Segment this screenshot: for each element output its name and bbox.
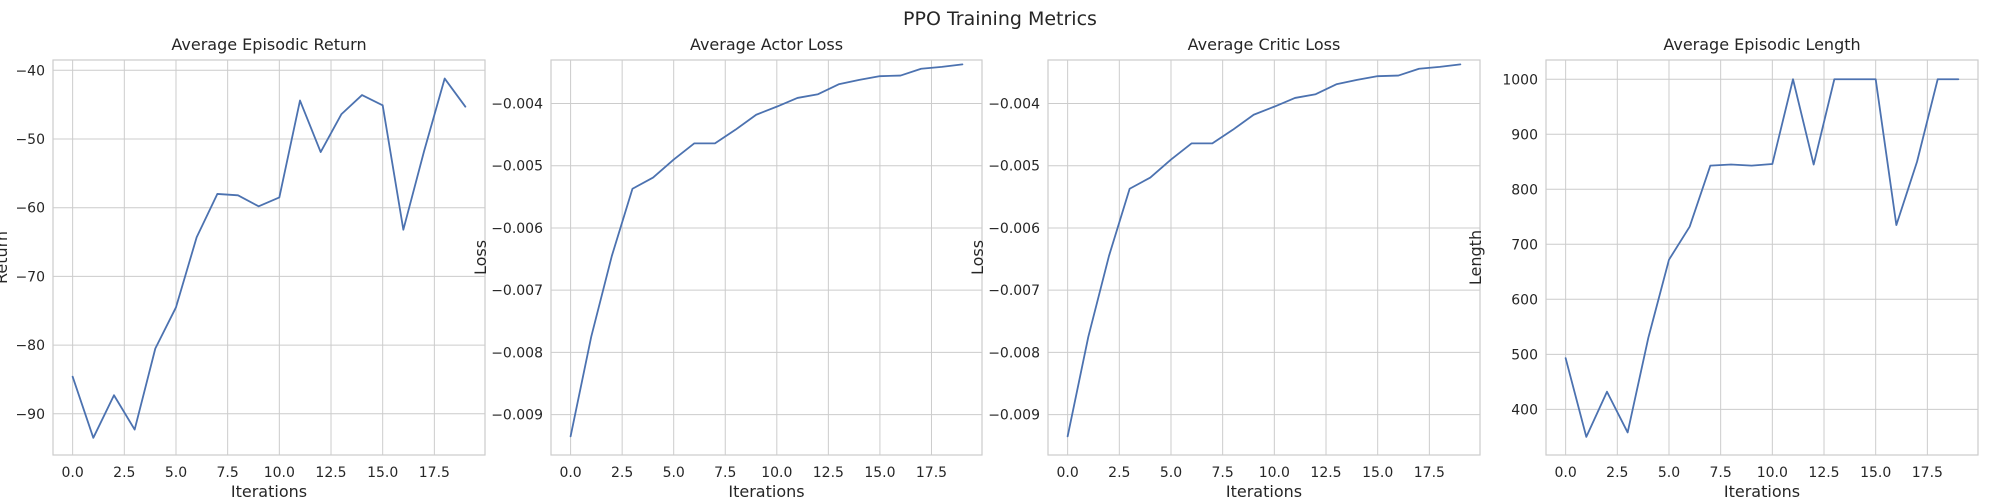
y-tick-label: 1000 [1502, 72, 1538, 88]
x-tick-label: 10.0 [761, 465, 792, 481]
y-tick-label: −0.006 [988, 221, 1040, 237]
series-line-actor-loss [569, 63, 964, 438]
y-axis-label: Loss [471, 240, 490, 275]
series-line-length [1564, 78, 1960, 438]
plot-frame [1047, 59, 1481, 456]
x-axis-label: Iterations [1226, 482, 1302, 500]
y-tick-label: −70 [15, 269, 45, 285]
x-tick-label: 12.5 [813, 465, 844, 481]
x-tick-label: 17.5 [419, 465, 450, 481]
plot-frame [52, 59, 486, 456]
x-tick-label: 2.5 [1606, 465, 1628, 481]
y-axis-label: Loss [968, 240, 987, 275]
y-tick-label: −0.008 [988, 345, 1040, 361]
y-tick-label: −0.007 [988, 283, 1040, 299]
x-tick-label: 0.0 [62, 465, 84, 481]
x-tick-label: 17.5 [1912, 465, 1943, 481]
panel-title: Average Critic Loss [1188, 35, 1341, 54]
plot-frame [1545, 59, 1979, 456]
series-line-critic-loss [1066, 63, 1462, 438]
x-tick-label: 7.5 [714, 465, 736, 481]
chart-panel-critic-loss: 0.0 2.5 5.0 7.5 10.0 12.5 15.0 17.5 −0.009 −0.008… [968, 35, 1481, 500]
y-tick-label: −50 [15, 132, 45, 148]
x-tick-label: 17.5 [1414, 465, 1445, 481]
y-tick-label: 900 [1511, 127, 1538, 143]
x-tick-label: 2.5 [611, 465, 633, 481]
chart-panel-actor-loss: 0.0 2.5 5.0 7.5 10.0 12.5 15.0 17.5 −0.009 −0.008… [471, 35, 983, 500]
x-tick-label: 15.0 [864, 465, 895, 481]
y-tick-label: −0.009 [988, 408, 1040, 424]
y-tick-label: −0.009 [491, 408, 543, 424]
y-tick-label: −0.004 [988, 97, 1040, 113]
y-tick-label: −40 [15, 63, 45, 79]
x-tick-label: 7.5 [1212, 465, 1234, 481]
x-tick-label: 12.5 [1310, 465, 1341, 481]
panel-title: Average Episodic Return [171, 35, 366, 54]
y-tick-label: −90 [15, 407, 45, 423]
x-tick-label: 12.5 [1808, 465, 1839, 481]
x-tick-label: 5.0 [663, 465, 685, 481]
chart-panel-return: 0.0 2.5 5.0 7.5 10.0 12.5 15.0 17.5 −90 −80 −70 −60… [0, 35, 486, 500]
panel-title: Average Episodic Length [1663, 35, 1860, 54]
x-tick-label: 7.5 [217, 465, 239, 481]
y-tick-label: −0.004 [491, 97, 543, 113]
y-tick-label: −0.007 [491, 283, 543, 299]
x-tick-label: 15.0 [1362, 465, 1393, 481]
y-tick-label: −0.008 [491, 345, 543, 361]
chart-panel-length: 0.0 2.5 5.0 7.5 10.0 12.5 15.0 17.5 400 500 600 700… [1466, 35, 1979, 500]
x-axis-label: Iterations [1724, 482, 1800, 500]
y-tick-label: 800 [1511, 182, 1538, 198]
x-tick-label: 2.5 [113, 465, 135, 481]
y-tick-label: 600 [1511, 292, 1538, 308]
panel-title: Average Actor Loss [690, 35, 843, 54]
x-tick-label: 5.0 [1160, 465, 1182, 481]
x-axis-label: Iterations [231, 482, 307, 500]
y-tick-label: 400 [1511, 402, 1538, 418]
x-tick-label: 0.0 [1555, 465, 1577, 481]
x-tick-label: 5.0 [165, 465, 187, 481]
y-tick-label: −0.006 [491, 221, 543, 237]
series-line-return [71, 77, 467, 439]
figure-title: PPO Training Metrics [903, 8, 1097, 30]
plot-frame [550, 59, 983, 456]
x-tick-label: 0.0 [559, 465, 581, 481]
x-axis-label: Iterations [728, 482, 804, 500]
x-tick-label: 12.5 [315, 465, 346, 481]
y-tick-label: −80 [15, 338, 45, 354]
y-axis-label: Return [0, 231, 11, 284]
y-tick-label: 500 [1511, 347, 1538, 363]
x-tick-label: 2.5 [1108, 465, 1130, 481]
chart-panels: 0.0 2.5 5.0 7.5 10.0 12.5 15.0 17.5 −90 −80 −70 −60… [0, 35, 1979, 500]
x-tick-label: 17.5 [916, 465, 947, 481]
x-tick-label: 0.0 [1057, 465, 1079, 481]
y-tick-label: −0.005 [988, 159, 1040, 175]
x-tick-label: 5.0 [1658, 465, 1680, 481]
y-tick-label: 700 [1511, 237, 1538, 253]
x-tick-label: 10.0 [1259, 465, 1290, 481]
y-tick-label: −0.005 [491, 159, 543, 175]
x-tick-label: 10.0 [264, 465, 295, 481]
x-tick-label: 10.0 [1757, 465, 1788, 481]
y-tick-label: −60 [15, 201, 45, 217]
x-tick-label: 15.0 [1860, 465, 1891, 481]
y-axis-label: Length [1466, 230, 1485, 285]
x-tick-label: 15.0 [367, 465, 398, 481]
x-tick-label: 7.5 [1710, 465, 1732, 481]
